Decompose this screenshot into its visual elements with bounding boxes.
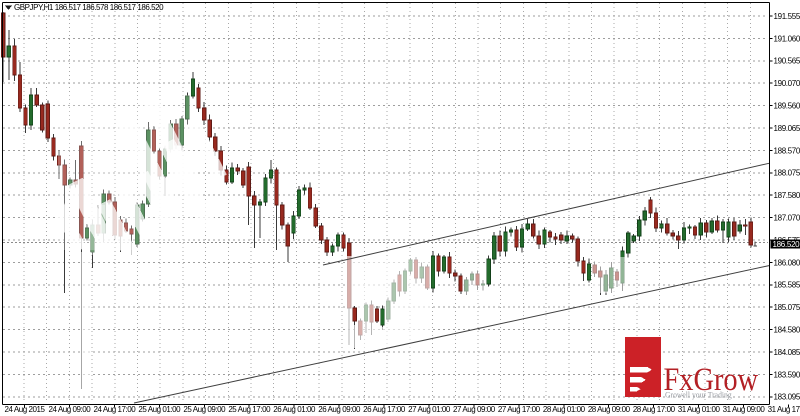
svg-text:28 Aug 09:00: 28 Aug 09:00 <box>588 405 631 414</box>
svg-text:26 Aug 09:00: 26 Aug 09:00 <box>318 405 361 414</box>
svg-text:28 Aug 17:00: 28 Aug 17:00 <box>633 405 676 414</box>
svg-text:188.075: 188.075 <box>774 169 800 178</box>
svg-text:FxGrow: FxGrow <box>664 361 759 397</box>
svg-text:25 Aug 17:00: 25 Aug 17:00 <box>228 405 271 414</box>
svg-text:186.520: 186.520 <box>773 240 800 249</box>
svg-text:31 Aug 09:00: 31 Aug 09:00 <box>723 405 766 414</box>
svg-text:183.590: 183.590 <box>774 370 800 379</box>
svg-text:28 Aug 01:00: 28 Aug 01:00 <box>543 405 586 414</box>
svg-text:185.585: 185.585 <box>774 281 800 290</box>
svg-text:189.560: 189.560 <box>774 102 800 111</box>
svg-text:27 Aug 09:00: 27 Aug 09:00 <box>453 405 496 414</box>
svg-text:27 Aug 01:00: 27 Aug 01:00 <box>408 405 451 414</box>
svg-text:190.070: 190.070 <box>774 79 800 88</box>
svg-text:26 Aug 01:00: 26 Aug 01:00 <box>273 405 316 414</box>
svg-text:191.060: 191.060 <box>774 34 800 43</box>
svg-text:25 Aug 01:00: 25 Aug 01:00 <box>138 405 181 414</box>
svg-text:190.565: 190.565 <box>774 57 800 66</box>
svg-text:189.065: 189.065 <box>774 124 800 133</box>
svg-text:31 Aug 17:00: 31 Aug 17:00 <box>768 405 800 414</box>
svg-text:24 Aug 09:00: 24 Aug 09:00 <box>49 405 92 414</box>
svg-text:186.080: 186.080 <box>774 258 800 267</box>
svg-text:24 Aug 17:00: 24 Aug 17:00 <box>94 405 137 414</box>
svg-text:188.570: 188.570 <box>774 146 800 155</box>
svg-text:191.555: 191.555 <box>774 12 800 21</box>
svg-text:25 Aug 09:00: 25 Aug 09:00 <box>183 405 226 414</box>
svg-text:187.070: 187.070 <box>774 214 800 223</box>
svg-text:27 Aug 17:00: 27 Aug 17:00 <box>498 405 541 414</box>
svg-text:184.580: 184.580 <box>774 326 800 335</box>
svg-text:187.580: 187.580 <box>774 191 800 200</box>
svg-text:183.095: 183.095 <box>774 393 800 402</box>
svg-text:185.075: 185.075 <box>774 303 800 312</box>
svg-text:GBPJPY,H1 186.517 186.578 186: GBPJPY,H1 186.517 186.578 186.517 186.52… <box>14 3 164 12</box>
svg-text:Growell your Trading: Growell your Trading <box>665 390 732 399</box>
svg-text:31 Aug 01:00: 31 Aug 01:00 <box>678 405 721 414</box>
svg-text:24 Aug 2015: 24 Aug 2015 <box>5 405 46 414</box>
svg-text:184.085: 184.085 <box>774 348 800 357</box>
svg-text:26 Aug 17:00: 26 Aug 17:00 <box>363 405 406 414</box>
